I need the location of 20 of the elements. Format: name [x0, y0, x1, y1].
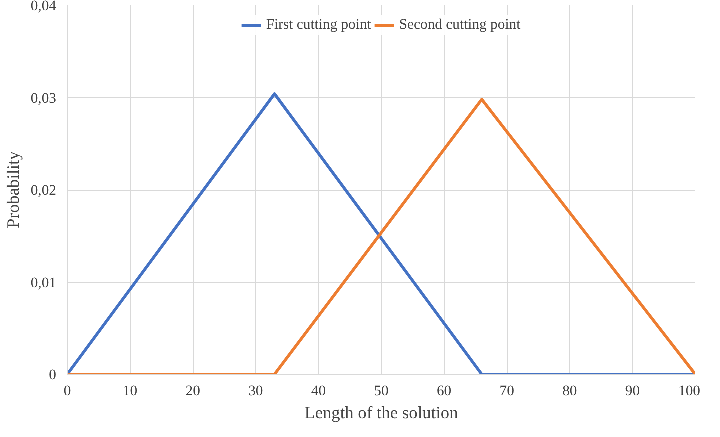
y-tick-label: 0,04: [30, 0, 58, 14]
y-tick-label: 0,03: [30, 90, 57, 107]
y-tick-label: 0: [49, 368, 56, 384]
x-tick-label: 30: [248, 384, 264, 400]
x-tick-label: 60: [436, 384, 452, 400]
x-tick-label: 10: [122, 384, 138, 400]
x-tick-label: 0: [64, 384, 72, 400]
x-tick-label: 100: [678, 384, 700, 400]
x-tick-label: 20: [186, 384, 200, 400]
y-tick-label: 0,01: [30, 275, 57, 292]
legend-label: Second cutting point: [399, 16, 521, 34]
x-tick-label: 90: [625, 384, 640, 400]
y-tick-label: 0,02: [30, 183, 57, 199]
y-axis-title: Probability: [4, 151, 23, 229]
legend-label: First cutting point: [266, 16, 372, 34]
x-tick-label: 40: [311, 384, 326, 400]
x-axis-title: Length of the solution: [304, 404, 459, 422]
x-tick-label: 70: [500, 384, 514, 400]
x-tick-label: 50: [374, 384, 389, 400]
x-tick-label: 80: [562, 384, 578, 400]
